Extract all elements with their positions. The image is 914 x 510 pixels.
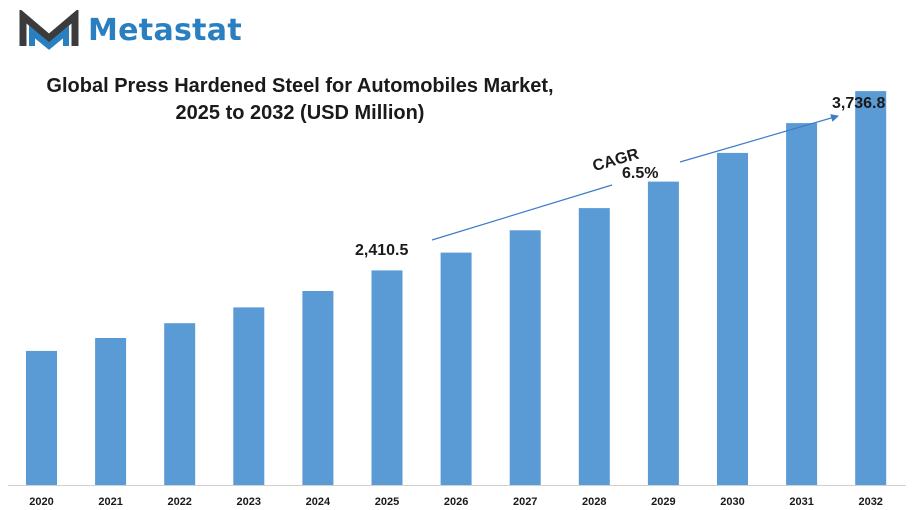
chart-title-line2: 2025 to 2032 (USD Million) — [175, 102, 425, 124]
x-tick-label-2028: 2028 — [582, 496, 606, 508]
x-tick-label-2026: 2026 — [444, 496, 468, 508]
x-tick-label-2022: 2022 — [167, 496, 191, 508]
x-tick-label-2031: 2031 — [789, 496, 813, 508]
brand-name: Metastat — [88, 12, 242, 48]
bar-2027 — [509, 230, 541, 485]
x-tick-label-2024: 2024 — [306, 496, 331, 508]
bar-2030 — [717, 152, 748, 485]
x-tick-label-2020: 2020 — [29, 496, 53, 508]
bar-2026 — [440, 252, 472, 485]
metastat-logo-icon — [19, 10, 79, 50]
cagr-arrow-line-right — [679, 114, 839, 163]
chart-title-line1: Global Press Hardened Steel for Automobi… — [46, 75, 554, 97]
x-tick-label-2025: 2025 — [375, 496, 399, 508]
bar-2025 — [371, 270, 403, 485]
bar-2024 — [302, 291, 334, 485]
cagr-arrow-line-left — [431, 184, 613, 241]
x-tick-label-2027: 2027 — [513, 496, 537, 508]
bar-2028 — [578, 208, 610, 485]
annotation-end-value: 3,736.8 — [832, 95, 885, 112]
x-tick-label-2021: 2021 — [98, 496, 122, 508]
brand-logo: Metastat — [18, 10, 242, 50]
chart-title: Global Press Hardened Steel for Automobi… — [0, 73, 600, 127]
x-tick-label-2030: 2030 — [720, 496, 744, 508]
annotation-cagr-value: 6.5% — [622, 165, 658, 182]
x-tick-label-2029: 2029 — [651, 496, 675, 508]
x-tick-labels: 2020 2021 2022 2023 2024 2025 2026 2027 2028 2029… — [29, 496, 883, 508]
bar-2022 — [164, 323, 196, 485]
x-tick-label-2023: 2023 — [237, 496, 261, 508]
bar-2031 — [786, 123, 818, 485]
bar-2023 — [233, 307, 265, 485]
bar-2029 — [647, 181, 679, 485]
bar-2021 — [95, 338, 127, 485]
annotation-start-value: 2,410.5 — [355, 242, 408, 259]
x-tick-label-2032: 2032 — [858, 496, 882, 508]
bar-2020 — [26, 350, 57, 485]
bars-group — [26, 91, 887, 485]
bar-2032 — [855, 91, 887, 485]
